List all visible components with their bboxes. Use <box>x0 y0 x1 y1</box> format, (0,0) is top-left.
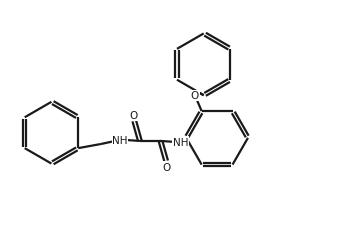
Text: O: O <box>163 162 171 172</box>
Text: O: O <box>191 91 199 101</box>
Text: NH: NH <box>112 135 127 145</box>
Text: NH: NH <box>173 137 188 147</box>
Text: O: O <box>130 111 138 121</box>
